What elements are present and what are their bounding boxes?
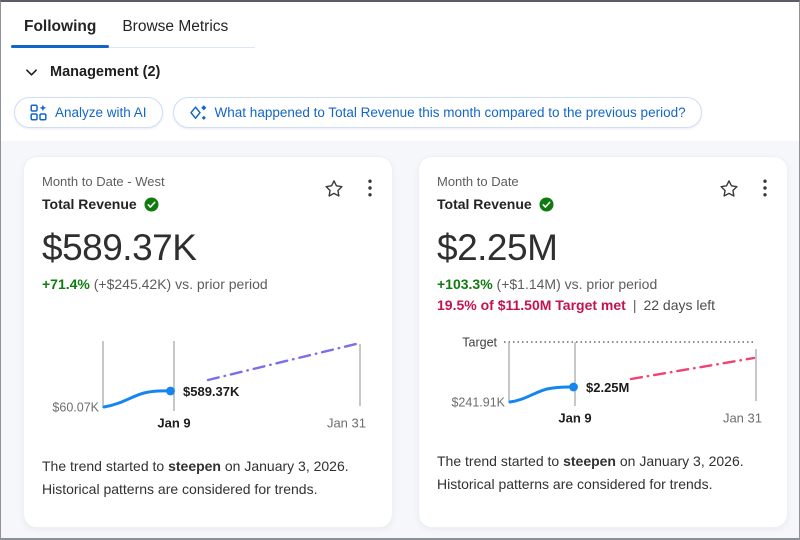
section-management-header[interactable]: Management (2) xyxy=(1,48,799,88)
analyze-with-ai-label: Analyze with AI xyxy=(55,105,147,120)
verified-seal-icon xyxy=(144,197,159,211)
tab-browse-metrics[interactable]: Browse Metrics xyxy=(122,18,229,35)
target-met-text: 19.5% of $11.50M Target met xyxy=(437,297,626,313)
actual-trend-line xyxy=(102,389,172,409)
actual-trend-line xyxy=(508,385,575,404)
chart-current-date: Jan 9 xyxy=(558,411,591,426)
change-detail: (+$245.42K) vs. prior period xyxy=(89,276,268,292)
tab-bar: Following Browse Metrics xyxy=(11,12,255,48)
favorite-star-button[interactable] xyxy=(717,177,741,201)
verified-seal-icon xyxy=(539,197,554,211)
chart-current-value: $2.25M xyxy=(586,380,629,395)
metric-value: $2.25M xyxy=(437,227,558,268)
grid-sparkle-icon xyxy=(30,104,47,121)
kebab-menu-icon xyxy=(368,179,372,197)
forecast-trend-line xyxy=(629,356,756,381)
trend-text-line2: Historical patterns are considered for t… xyxy=(42,481,318,497)
chart-current-date: Jan 9 xyxy=(157,416,190,431)
chart-current-value: $589.37K xyxy=(183,384,240,399)
sparkline-chart: $60.07K $589.37K Jan 9 Jan 31 xyxy=(42,334,374,436)
analyze-with-ai-button[interactable]: Analyze with AI xyxy=(14,97,163,128)
star-icon xyxy=(720,180,738,197)
chart-start-value: $241.91K xyxy=(451,396,505,410)
trend-keyword: steepen xyxy=(563,453,616,469)
chart-end-date: Jan 31 xyxy=(723,411,762,426)
favorite-star-button[interactable] xyxy=(322,177,346,201)
more-options-kebab-button[interactable] xyxy=(761,177,769,199)
chart-end-date: Jan 31 xyxy=(327,416,366,431)
change-vs-prior: +103.3% (+$1.14M) vs. prior period xyxy=(437,276,769,292)
more-options-kebab-button[interactable] xyxy=(366,177,374,199)
current-value-dot xyxy=(166,386,175,396)
chevron-down-icon xyxy=(26,68,37,76)
target-status: 19.5% of $11.50M Target met | 22 days left xyxy=(437,297,769,313)
current-value-dot xyxy=(569,382,578,392)
trend-text-line2: Historical patterns are considered for t… xyxy=(437,476,713,492)
change-detail: (+$1.14M) vs. prior period xyxy=(492,276,658,292)
target-axis-label: Target xyxy=(462,336,497,350)
trend-keyword: steepen xyxy=(168,458,221,474)
card-subtitle: Month to Date xyxy=(437,174,519,189)
metric-card-west[interactable]: Month to Date - West Total Revenue xyxy=(23,156,393,528)
metrics-canvas: Month to Date - West Total Revenue xyxy=(1,141,799,538)
ai-suggested-question-button[interactable]: What happened to Total Revenue this mont… xyxy=(172,97,702,128)
ai-suggested-question-label: What happened to Total Revenue this mont… xyxy=(214,105,686,120)
metric-value: $589.37K xyxy=(42,227,197,268)
trend-text-pre: The trend started to xyxy=(437,453,564,469)
trend-text-post: on January 3, 2026. xyxy=(221,458,349,474)
forecast-trend-line xyxy=(206,341,362,382)
target-separator: | xyxy=(632,297,637,313)
tab-following[interactable]: Following xyxy=(11,12,110,48)
sparkline-chart: Target $241.91K $2.25M Jan 9 Jan 31 xyxy=(437,329,769,431)
sparkle-icon xyxy=(189,104,206,120)
change-percent: +103.3% xyxy=(437,276,493,292)
trend-description: The trend started to steepen on January … xyxy=(437,450,769,496)
star-icon xyxy=(325,180,343,197)
section-title: Management (2) xyxy=(50,64,161,80)
days-left-text: 22 days left xyxy=(643,297,716,313)
chart-start-value: $60.07K xyxy=(52,401,99,415)
card-subtitle: Month to Date - West xyxy=(42,174,165,189)
change-vs-prior: +71.4% (+$245.42K) vs. prior period xyxy=(42,276,374,292)
trend-description: The trend started to steepen on January … xyxy=(42,455,374,501)
change-percent: +71.4% xyxy=(42,276,90,292)
ai-suggestion-bar: Analyze with AI What happened to Total R… xyxy=(14,97,799,128)
kebab-menu-icon xyxy=(763,179,767,197)
metric-title[interactable]: Total Revenue xyxy=(42,196,137,212)
trend-text-post: on January 3, 2026. xyxy=(616,453,744,469)
metric-card-total[interactable]: Month to Date Total Revenue xyxy=(418,156,788,528)
trend-text-pre: The trend started to xyxy=(42,458,169,474)
metric-title[interactable]: Total Revenue xyxy=(437,196,532,212)
